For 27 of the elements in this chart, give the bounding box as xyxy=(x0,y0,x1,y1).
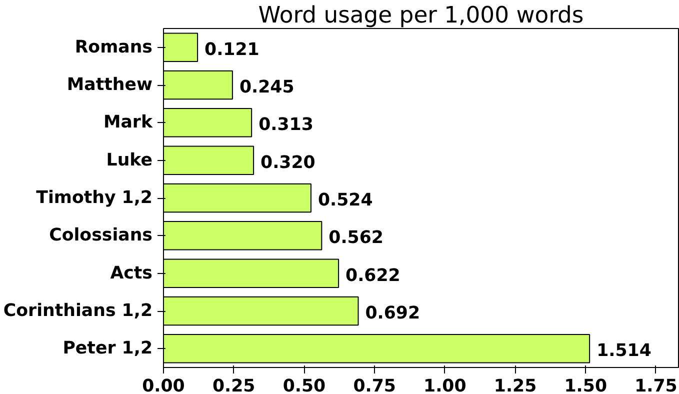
y-tick-label: Mark xyxy=(103,112,153,133)
x-tick-label: 1.25 xyxy=(494,376,537,394)
x-tick-label: 1.50 xyxy=(564,376,608,394)
x-tick-label: 0.75 xyxy=(353,376,396,394)
y-tick-label: Romans xyxy=(74,37,153,58)
data-label: 0.692 xyxy=(365,304,420,324)
x-tick-label: 0.25 xyxy=(212,376,256,394)
chart-title: Word usage per 1,000 words xyxy=(258,2,584,28)
data-label: 0.245 xyxy=(239,78,294,98)
data-label: 0.313 xyxy=(258,115,314,136)
y-tick-label: Peter 1,2 xyxy=(62,338,153,359)
y-tick-label: Acts xyxy=(110,263,152,284)
x-tick-label: 0.00 xyxy=(142,376,185,394)
y-tick-label: Corinthians 1,2 xyxy=(3,301,153,321)
x-tick-label: 1.75 xyxy=(634,376,678,394)
data-label: 0.121 xyxy=(204,40,260,60)
data-label: 1.514 xyxy=(596,341,652,362)
data-label: 0.320 xyxy=(260,152,316,173)
x-tick-label: 1.00 xyxy=(424,376,466,394)
data-label: 0.622 xyxy=(346,266,400,286)
x-tick-label: 0.50 xyxy=(282,376,326,394)
data-label: 0.524 xyxy=(318,190,373,210)
data-label: 0.562 xyxy=(328,228,384,248)
y-tick-label: Luke xyxy=(106,150,153,170)
y-tick-label: Colossians xyxy=(49,226,153,246)
y-tick-label: Matthew xyxy=(66,75,153,95)
y-tick-label: Timothy 1,2 xyxy=(36,188,153,208)
